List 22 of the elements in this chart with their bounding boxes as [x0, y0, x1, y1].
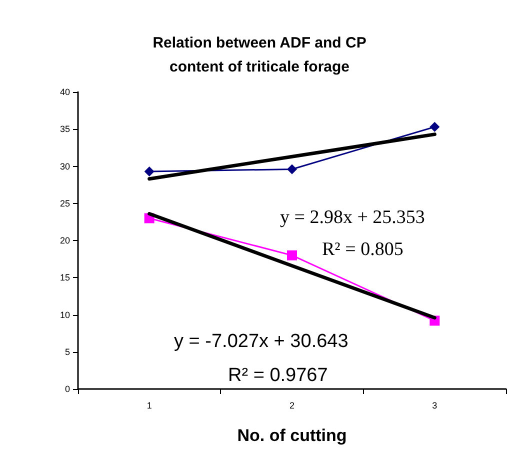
y-tick-label: 10	[60, 310, 70, 320]
chart-title: Relation between ADF and CP content of triticale forage	[152, 34, 366, 76]
point	[287, 164, 297, 174]
x-tick-label: 1	[146, 400, 152, 410]
y-tick-label: 5	[64, 346, 70, 357]
y-tick-label: 40	[60, 87, 70, 97]
annotation: y = 2.98x + 25.353	[280, 207, 425, 228]
point	[287, 250, 297, 260]
x-tick-label: 2	[289, 400, 295, 410]
point	[144, 166, 154, 176]
annotation: R² = 0.9767	[228, 365, 328, 386]
y-tick-label: 0	[64, 384, 70, 394]
x-tick-label: 3	[432, 400, 438, 410]
point	[430, 122, 440, 132]
y-tick-label: 15	[60, 272, 70, 283]
annotation: y = -7.027x + 30.643	[174, 331, 348, 352]
annotation: R² = 0.805	[322, 239, 404, 260]
y-tick-label: 20	[60, 236, 70, 246]
y-tick-label: 25	[60, 198, 70, 208]
y-tick-label: 35	[60, 124, 70, 134]
y-tick-label: 30	[60, 161, 70, 172]
x-axis-title: No. of cutting	[237, 426, 347, 445]
